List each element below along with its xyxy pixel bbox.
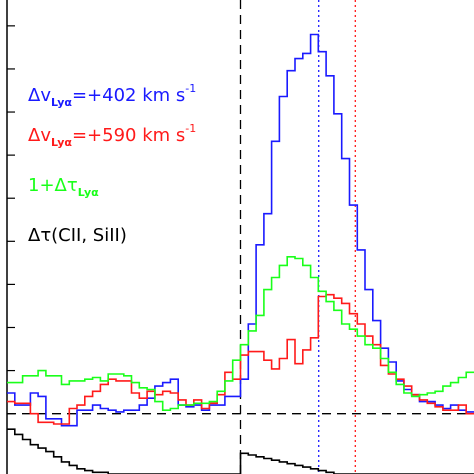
legend-entry-0: ΔvLyα=+402 km s-1: [28, 82, 196, 109]
legend: ΔvLyα=+402 km s-1 ΔvLyα=+590 km s-1 1+ΔτLy…: [28, 82, 196, 246]
series-line-2: [7, 256, 474, 411]
series-group: [7, 33, 474, 474]
legend-entry-2: 1+ΔτLyα: [28, 175, 99, 199]
series-line-3: [7, 428, 474, 474]
axes: [6, 0, 15, 474]
legend-entry-3: Δτ(CII, SiII): [28, 225, 127, 246]
legend-entry-1: ΔvLyα=+590 km s-1: [28, 122, 196, 149]
series-line-0: [7, 33, 474, 427]
